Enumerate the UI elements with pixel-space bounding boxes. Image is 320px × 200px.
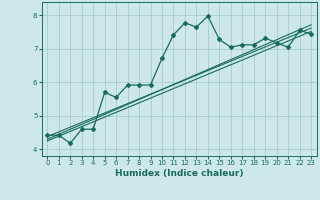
- X-axis label: Humidex (Indice chaleur): Humidex (Indice chaleur): [115, 169, 244, 178]
